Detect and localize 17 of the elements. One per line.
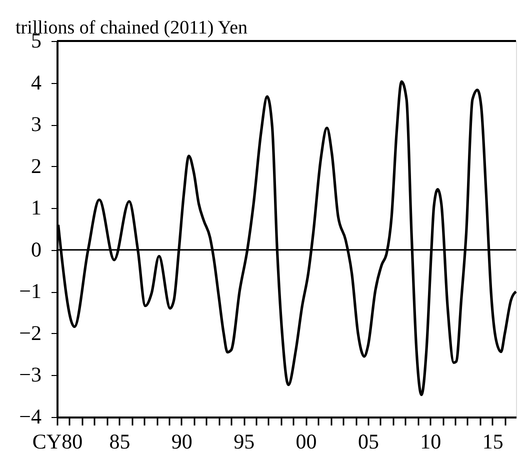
x-tick-label: 15 <box>482 430 504 454</box>
y-tick-label: −3 <box>19 362 42 387</box>
y-tick-label: 0 <box>31 237 42 262</box>
y-tick-label: −2 <box>19 320 42 345</box>
y-tick-label: 2 <box>31 154 42 178</box>
x-tick-label: 05 <box>358 430 379 454</box>
y-tick-label: 4 <box>31 70 42 94</box>
x-tick-label: 00 <box>296 430 317 454</box>
x-tick-label: 85 <box>109 430 130 454</box>
y-tick-label: −4 <box>19 404 42 428</box>
x-tick-label: 95 <box>234 430 255 454</box>
y-tick-label: 3 <box>31 112 42 136</box>
y-tick-label: −1 <box>19 279 42 304</box>
x-tick-label: 10 <box>420 430 442 454</box>
x-tick-label: CY80 <box>32 430 83 454</box>
y-tick-label: 1 <box>31 196 42 220</box>
x-tick-label: 90 <box>171 430 192 454</box>
